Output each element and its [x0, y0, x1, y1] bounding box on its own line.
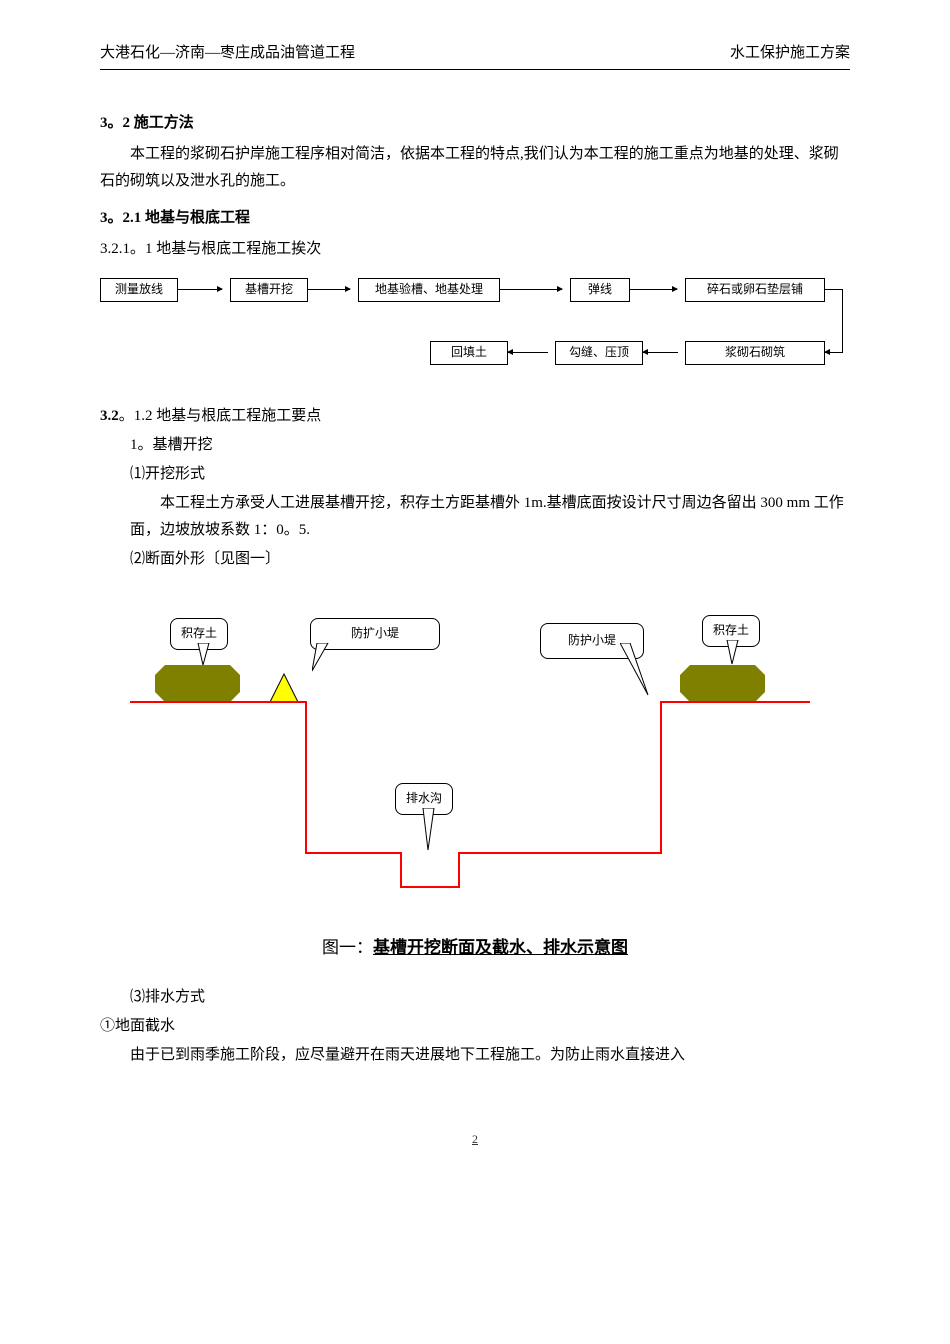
- red-line: [660, 701, 662, 853]
- section-3-2-1-1-title: 3.2.1。1 地基与根底工程施工挨次: [100, 236, 850, 263]
- red-line: [130, 701, 305, 703]
- flow-box-6: 浆砌石砌筑: [685, 341, 825, 365]
- callout-tail: [195, 643, 215, 667]
- flow-arrow: [178, 289, 222, 290]
- flow-arrow: [308, 289, 350, 290]
- red-line: [305, 701, 307, 853]
- page-header: 大港石化—济南—枣庄成品油管道工程 水工保护施工方案: [100, 40, 850, 70]
- callout-tail: [420, 808, 440, 852]
- red-line: [458, 852, 662, 854]
- flow-box-7: 勾缝、压顶: [555, 341, 643, 365]
- callout-tail: [724, 640, 744, 666]
- section-3-2-1-title: 3。2.1 地基与根底工程: [100, 205, 850, 232]
- red-line: [400, 852, 402, 887]
- section-3-2-body: 本工程的浆砌石护岸施工程序相对简洁，依据本工程的特点,我们认为本工程的施工重点为…: [100, 141, 850, 195]
- flow-arrow: [842, 289, 843, 353]
- flow-box-4: 弹线: [570, 278, 630, 302]
- item-1-3-1: ①地面截水: [100, 1013, 850, 1040]
- red-line: [660, 701, 810, 703]
- flow-box-2: 基槽开挖: [230, 278, 308, 302]
- flow-box-1: 测量放线: [100, 278, 178, 302]
- flowchart-diagram: 测量放线 基槽开挖 地基验槽、地基处理 弹线 碎石或卵石垫层铺 浆砌石砌筑 勾缝…: [100, 273, 850, 383]
- soil-shape-right: [680, 665, 765, 702]
- item-1-3-1-body: 由于已到雨季施工阶段，应尽量避开在雨天进展地下工程施工。为防止雨水直接进入: [100, 1042, 850, 1069]
- flow-box-8: 回填土: [430, 341, 508, 365]
- header-right: 水工保护施工方案: [730, 40, 850, 67]
- figure-caption: 图一：基槽开挖断面及截水、排水示意图: [100, 933, 850, 964]
- dike-outline: [270, 674, 298, 702]
- flow-arrow: [643, 352, 678, 353]
- flow-arrow: [825, 352, 843, 353]
- flow-arrow: [508, 352, 548, 353]
- section-3-2-1-2-title: 3.2。1.2 地基与根底工程施工要点: [100, 403, 850, 430]
- flow-box-3: 地基验槽、地基处理: [358, 278, 500, 302]
- item-1: 1。基槽开挖: [100, 432, 850, 459]
- red-line: [400, 886, 460, 888]
- red-line: [305, 852, 400, 854]
- item-1-1-body: 本工程土方承受人工进展基槽开挖，积存土方距基槽外 1m.基槽底面按设计尺寸周边各…: [100, 490, 850, 544]
- page-number: 2: [100, 1129, 850, 1151]
- callout-tail: [620, 643, 650, 698]
- red-line: [458, 852, 460, 887]
- header-left: 大港石化—济南—枣庄成品油管道工程: [100, 40, 355, 67]
- item-1-1: ⑴开挖形式: [100, 461, 850, 488]
- flow-arrow: [825, 289, 843, 290]
- flow-arrow: [630, 289, 677, 290]
- callout-tail: [312, 643, 332, 673]
- soil-shape-left: [155, 665, 240, 702]
- item-1-2: ⑵断面外形〔见图一〕: [100, 546, 850, 573]
- section-3-2-title: 3。2 施工方法: [100, 110, 850, 137]
- item-1-3: ⑶排水方式: [100, 984, 850, 1011]
- cross-section-diagram: 积存土 防扩小堤 防护小堤 积存土 排水沟: [100, 593, 850, 913]
- flow-arrow: [500, 289, 562, 290]
- flow-box-5: 碎石或卵石垫层铺: [685, 278, 825, 302]
